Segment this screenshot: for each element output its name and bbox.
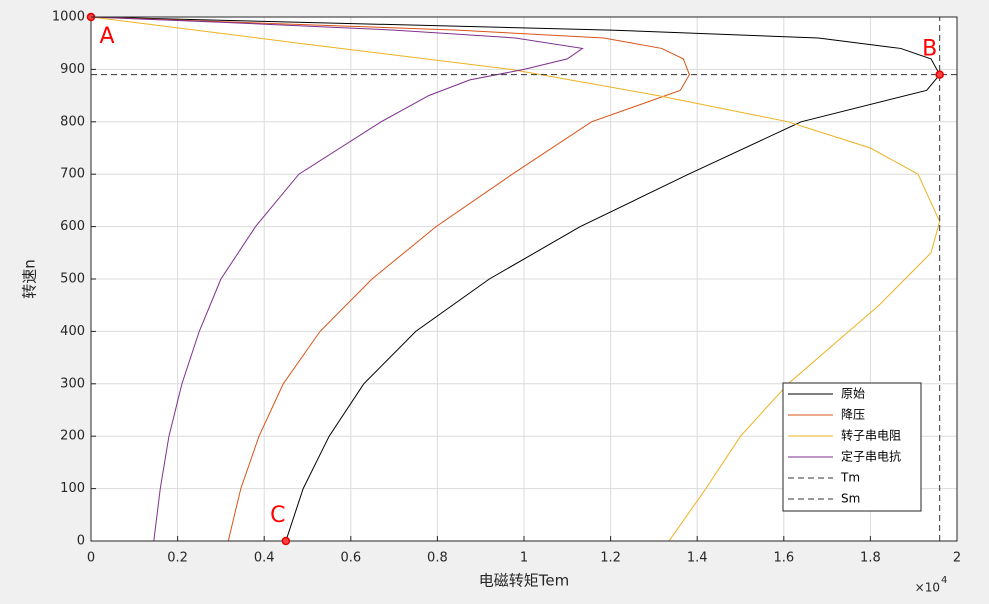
annotation-point: [281, 536, 291, 546]
x-tick-label: 0: [87, 551, 95, 566]
annotation-label: A: [99, 24, 114, 49]
series-line: [90, 16, 584, 542]
y-tick-label: 600: [60, 219, 85, 234]
x-scale-base: ×10: [915, 581, 940, 595]
y-tick-label: 500: [60, 272, 85, 287]
annotation-point: [935, 70, 944, 79]
y-tick-label: 800: [60, 114, 85, 129]
y-tick-label: 400: [60, 324, 85, 339]
lines: [90, 16, 957, 542]
x-tick-label: 1.2: [600, 551, 621, 566]
series-line: [90, 16, 941, 542]
annotations: A B C: [86, 12, 944, 546]
legend-label: 转子串电阻: [841, 428, 901, 443]
legend-box: [782, 382, 922, 512]
y-tick-label: 0: [77, 534, 85, 549]
legend-label: 定子串电抗: [841, 449, 901, 464]
series-line: [90, 16, 941, 542]
legend-label: 原始: [841, 387, 865, 401]
y-tick-label: 100: [60, 481, 85, 496]
legend-label: Sm: [841, 492, 860, 506]
y-tick-label: 900: [60, 62, 85, 77]
y-tick-label: 700: [60, 167, 85, 182]
annotation-label: C: [270, 503, 285, 528]
y-tick-label: 200: [60, 429, 85, 444]
x-tick-label: 1.6: [773, 551, 794, 566]
x-tick-label: 0.4: [254, 551, 275, 566]
ticks: 0 0.2 0.4 0.6 0.8 1 1.2 1.4 1.6 1.8 2 0 100 200 300 400…: [52, 10, 961, 566]
x-tick-label: 1.8: [860, 551, 881, 566]
x-tick-label: 1: [520, 551, 528, 566]
x-tick-label: 0.8: [427, 551, 448, 566]
legend-label: 降压: [841, 408, 865, 422]
legend-label: Tm: [840, 471, 860, 485]
x-scale-exponent: 4: [941, 575, 947, 586]
x-tick-label: 1.4: [687, 551, 708, 566]
series-line: [90, 16, 690, 542]
x-axis-label: 电磁转矩Tem: [479, 572, 569, 590]
annotation-label: B: [922, 37, 937, 62]
y-tick-label: 300: [60, 376, 85, 391]
x-tick-label: 0.2: [167, 551, 188, 566]
y-axis-label: 转速n: [21, 259, 39, 299]
y-tick-label: 1000: [52, 10, 85, 25]
x-tick-label: 2: [953, 551, 961, 566]
x-tick-label: 0.6: [340, 551, 361, 566]
